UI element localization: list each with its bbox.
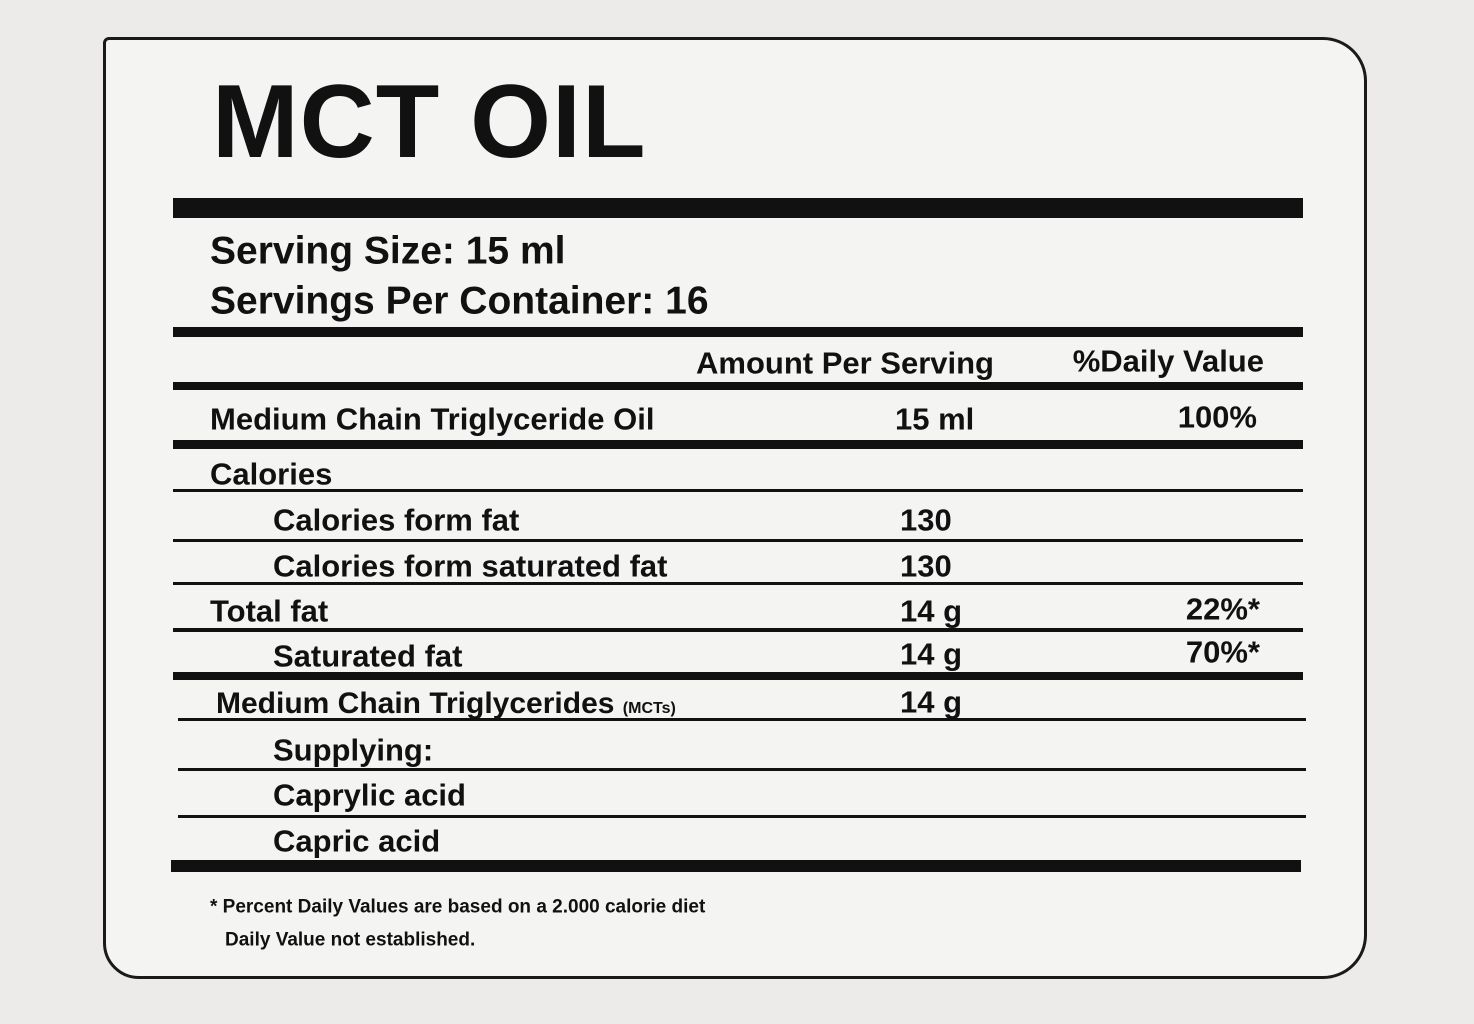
row-name: Medium Chain Triglyceride Oil — [210, 401, 655, 437]
row-name: Calories form saturated fat — [273, 548, 668, 584]
row-name: Caprylic acid — [273, 777, 466, 813]
row-name: Capric acid — [273, 823, 441, 859]
row-name: Saturated fat — [273, 638, 463, 674]
row-daily-value: 22%* — [1185, 591, 1260, 627]
rule — [173, 582, 1303, 585]
row-name: Total fat — [210, 593, 329, 629]
rule — [173, 489, 1303, 492]
servings-per-container: Servings Per Container: 16 — [210, 279, 709, 323]
footnote: * Percent Daily Values are based on a 2.… — [210, 896, 706, 918]
title: MCT OIL — [212, 64, 647, 180]
column-header: Amount Per Serving — [696, 345, 994, 381]
row-name: Calories form fat — [273, 502, 520, 538]
rule — [173, 198, 1303, 218]
rule — [171, 860, 1301, 872]
row-amount: 14 g — [900, 593, 963, 629]
serving-size: Serving Size: 15 ml — [210, 229, 566, 273]
rule — [173, 382, 1303, 390]
row-amount: 14 g — [900, 636, 963, 672]
rule — [178, 768, 1306, 771]
rule — [178, 815, 1306, 818]
label-border — [103, 37, 1367, 979]
row-note: (MCTs) — [622, 700, 676, 717]
rule — [173, 628, 1303, 632]
row-name: Medium Chain Triglycerides (MCTs) — [216, 689, 676, 719]
rule — [178, 718, 1306, 721]
rule — [173, 539, 1303, 542]
row-daily-value: 70%* — [1185, 634, 1260, 670]
row-amount: 130 — [900, 502, 952, 538]
row-amount: 14 g — [900, 684, 963, 720]
column-header: %Daily Value — [1072, 343, 1264, 379]
row-amount: 130 — [900, 548, 952, 584]
row-name-text: Medium Chain Triglycerides — [216, 687, 615, 720]
footnote: Daily Value not established. — [225, 929, 476, 951]
rule — [173, 440, 1303, 449]
rule — [173, 327, 1303, 337]
rule — [173, 672, 1303, 680]
row-name: Supplying: — [273, 732, 434, 768]
row-amount: 15 ml — [895, 401, 975, 437]
row-name: Calories — [210, 456, 333, 492]
row-daily-value: 100% — [1177, 399, 1257, 435]
